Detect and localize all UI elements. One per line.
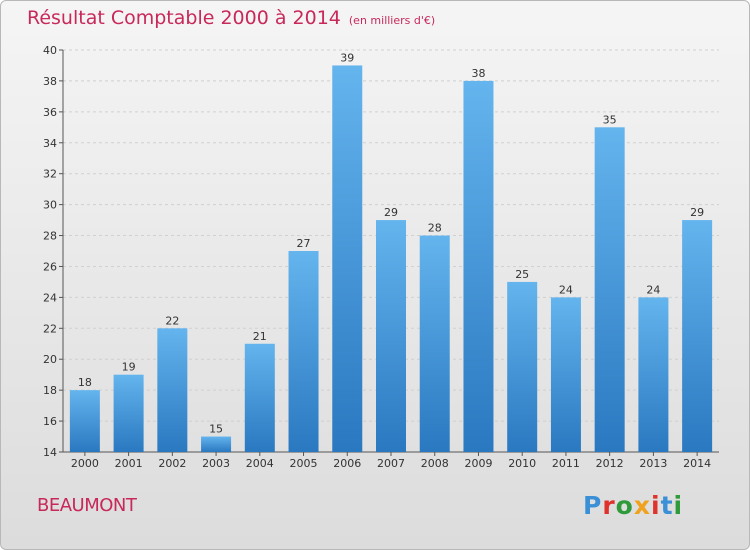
y-tick-label: 26 (43, 260, 57, 273)
bar-2003 (201, 436, 232, 452)
value-label-2000: 18 (78, 376, 92, 389)
bar-2012 (594, 127, 625, 453)
y-tick-label: 32 (43, 168, 57, 181)
x-tick-label-2009: 2009 (464, 457, 492, 470)
bar-2009 (463, 80, 494, 452)
value-label-2001: 19 (122, 361, 136, 374)
y-tick-label: 38 (43, 75, 57, 88)
axes: 14 16 18 20 22 24 26 28 30 32 34 36 38 40 2000 2001 2002… (43, 44, 719, 470)
value-label-2010: 25 (515, 268, 529, 281)
bars: 18 19 22 15 21 27 39 29 28 38 25 24 35 24 29 (69, 51, 713, 453)
chart-title: Résultat Comptable 2000 à 2014 (en millie… (27, 7, 436, 29)
chart-unit-label: (en milliers d'€) (348, 14, 436, 27)
logo-letter: o (615, 491, 634, 520)
x-tick-label-2000: 2000 (71, 457, 99, 470)
bar-2005 (288, 251, 319, 452)
x-tick-label-2013: 2013 (639, 457, 667, 470)
x-tick-label-2001: 2001 (115, 457, 143, 470)
logo-letter: r (602, 491, 616, 520)
bar-2001 (113, 374, 144, 452)
logo-letter: P (583, 491, 603, 520)
y-tick-label: 40 (43, 44, 57, 57)
x-tick-label-2014: 2014 (683, 457, 711, 470)
value-label-2013: 24 (646, 283, 660, 296)
y-tick-label: 24 (43, 291, 57, 304)
bar-2007 (376, 220, 406, 452)
value-label-2003: 15 (209, 423, 223, 436)
value-label-2006: 39 (340, 51, 354, 64)
bar-2011 (550, 297, 581, 452)
value-label-2012: 35 (603, 113, 617, 126)
bar-2004 (244, 343, 275, 452)
bar-2000 (69, 390, 100, 452)
value-label-2009: 38 (471, 67, 485, 80)
logo-letter: i (651, 491, 661, 520)
value-label-2007: 29 (384, 206, 398, 219)
bar-2013 (638, 297, 669, 452)
logo-letter: i (673, 491, 684, 520)
bar-2014 (682, 220, 713, 452)
x-tick-label-2002: 2002 (158, 457, 186, 470)
y-tick-label: 30 (43, 199, 57, 212)
y-tick-label: 34 (43, 137, 57, 150)
bar-2008 (419, 235, 450, 452)
value-label-2005: 27 (297, 237, 311, 250)
value-label-2011: 24 (559, 283, 573, 296)
x-tick-label-2008: 2008 (421, 457, 449, 470)
value-label-2014: 29 (690, 206, 704, 219)
y-tick-label: 20 (43, 353, 57, 366)
x-tick-label-2006: 2006 (333, 457, 361, 470)
x-tick-label-2005: 2005 (290, 457, 318, 470)
y-tick-label: 28 (43, 230, 57, 243)
y-tick-label: 22 (43, 322, 57, 335)
y-tick-label: 36 (43, 106, 57, 119)
bar-2006 (332, 65, 363, 452)
commune-name: BEAUMONT (37, 495, 137, 516)
logo-letter: t (660, 491, 674, 520)
x-tick-label-2007: 2007 (377, 457, 405, 470)
y-tick-label: 16 (43, 415, 57, 428)
x-tick-label-2003: 2003 (202, 457, 230, 470)
bar-2010 (507, 281, 538, 452)
value-label-2002: 22 (165, 314, 179, 327)
proxiti-logo: Proxiti (583, 491, 683, 520)
bar-2002 (157, 328, 188, 452)
logo-letter: x (633, 491, 651, 520)
value-label-2008: 28 (428, 222, 442, 235)
y-tick-label: 18 (43, 384, 57, 397)
y-tick-label: 14 (43, 446, 57, 459)
x-tick-label-2010: 2010 (508, 457, 536, 470)
value-label-2004: 21 (253, 330, 267, 343)
x-tick-label-2012: 2012 (596, 457, 624, 470)
x-tick-label-2004: 2004 (246, 457, 274, 470)
x-tick-label-2011: 2011 (552, 457, 580, 470)
